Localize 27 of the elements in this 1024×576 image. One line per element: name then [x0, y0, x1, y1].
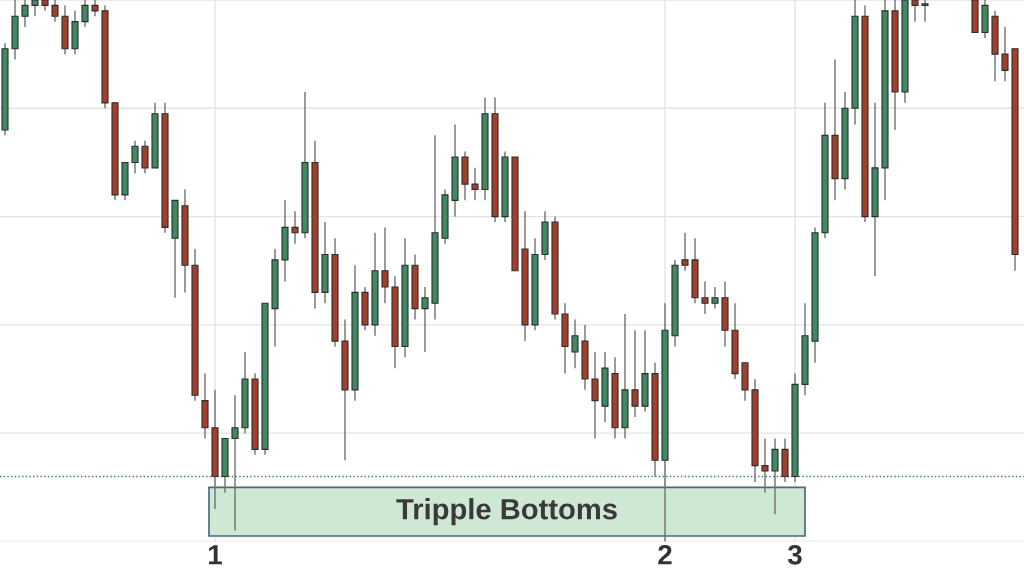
candlestick: [771, 437, 779, 516]
x-tick-label: 2: [658, 544, 672, 565]
candlestick: [91, 0, 99, 17]
x-tick-label: 1: [209, 545, 222, 565]
candlestick: [291, 210, 299, 245]
candlestick: [231, 394, 239, 532]
candlestick: [701, 280, 709, 315]
candlestick: [141, 140, 149, 174]
candlestick: [711, 286, 719, 310]
candlestick: [381, 226, 389, 304]
candlestick: [81, 0, 89, 28]
candlestick: [421, 286, 429, 353]
candlestick: [1001, 26, 1009, 82]
candlestick: [571, 318, 579, 369]
candlestick: [631, 329, 639, 418]
candlestick: [131, 140, 139, 174]
candlestick: [591, 351, 599, 440]
candlestick: [471, 167, 479, 202]
candlestick: [51, 0, 59, 23]
candlestick: [31, 0, 39, 17]
candlestick: [921, 0, 929, 23]
candlestick: [911, 0, 919, 23]
x-tick-label: 3: [787, 544, 802, 565]
band-label: Tripple Bottoms: [396, 498, 617, 526]
candlestick: [681, 232, 689, 272]
candlestick: [21, 0, 29, 28]
candlestick: [761, 437, 769, 494]
